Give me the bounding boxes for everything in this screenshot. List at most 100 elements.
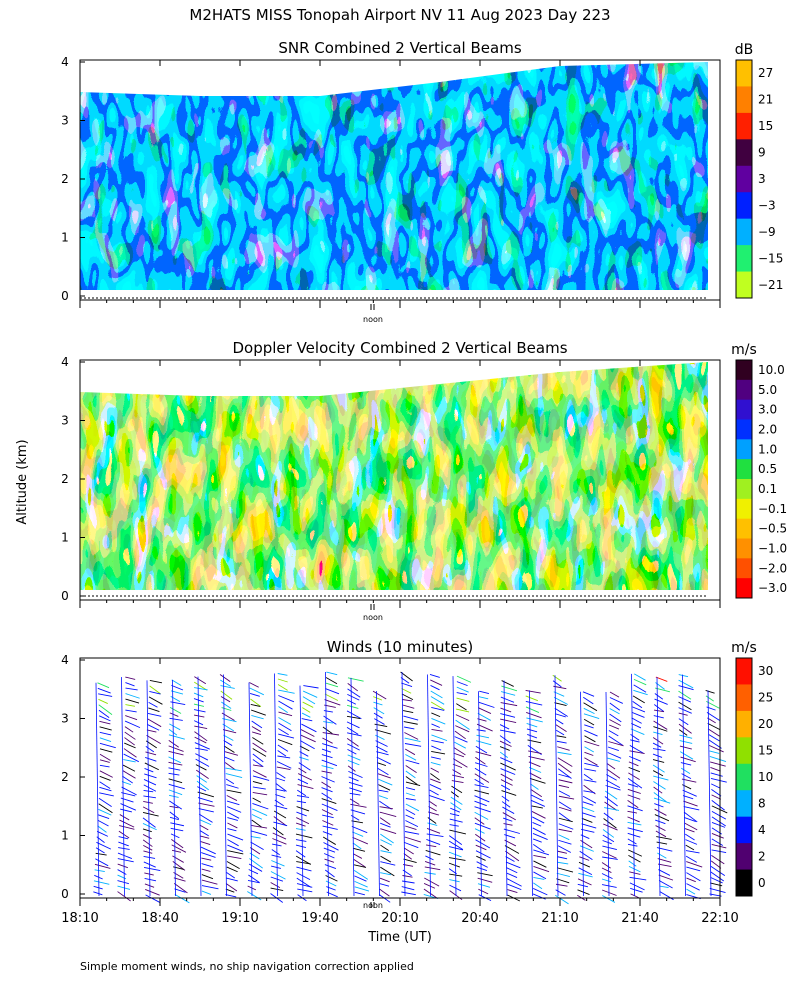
wind-barb	[349, 798, 360, 805]
wind-barb	[346, 737, 359, 747]
wind-barb	[347, 693, 360, 701]
winds-colorbar-label: 15	[758, 744, 773, 758]
wind-barb	[584, 740, 600, 747]
wind-barb	[296, 883, 313, 888]
wind-barb	[275, 794, 286, 799]
wind-barb	[454, 730, 466, 740]
doppler-colorbar-label: −0.1	[758, 502, 787, 516]
wind-barb	[276, 766, 291, 770]
wind-barb	[558, 795, 575, 800]
wind-barb	[99, 786, 112, 792]
winds-ytick-label: 0	[61, 887, 69, 901]
wind-barb	[501, 680, 514, 687]
doppler-colorbar-unit: m/s	[731, 342, 757, 358]
wind-barb	[95, 852, 107, 856]
wind-barb	[220, 690, 233, 700]
wind-barb	[686, 883, 700, 891]
doppler-ytick-label: 1	[61, 531, 69, 545]
wind-barb	[429, 674, 440, 678]
wind-barb	[428, 811, 439, 816]
wind-barb	[403, 858, 417, 864]
wind-barb	[346, 704, 359, 709]
wind-barb	[686, 877, 696, 883]
wind-barb	[323, 715, 337, 725]
doppler-x-axis	[79, 360, 721, 610]
winds-colorbar-swatch	[736, 816, 752, 844]
wind-barb-staff	[223, 674, 227, 897]
wind-barb	[654, 814, 670, 822]
doppler-colorbar-swatch	[736, 379, 752, 401]
wind-barb	[379, 877, 390, 883]
wind-barb	[375, 745, 388, 753]
wind-barb	[633, 684, 647, 693]
wind-barb	[273, 810, 287, 819]
wind-barb	[278, 711, 293, 717]
wind-barb	[577, 883, 589, 888]
wind-barb	[401, 886, 415, 891]
wind-barb	[278, 728, 289, 736]
wind-barb	[277, 684, 288, 691]
wind-barb	[501, 801, 511, 808]
wind-barb	[404, 748, 416, 756]
wind-barb	[627, 843, 638, 847]
wind-barb	[533, 888, 548, 896]
wind-barb	[601, 889, 617, 896]
wind-barb	[478, 701, 495, 708]
wind-barb	[525, 695, 539, 702]
wind-barb	[426, 839, 441, 845]
wind-barb	[500, 779, 513, 786]
wind-barb	[248, 869, 259, 875]
wind-barb	[124, 720, 141, 729]
wind-barb	[479, 690, 490, 694]
wind-barb	[96, 841, 112, 850]
wind-barb	[170, 833, 180, 839]
wind-barb	[224, 762, 236, 771]
wind-barb	[453, 758, 468, 768]
wind-barb	[321, 759, 338, 767]
wind-barb	[678, 690, 692, 700]
x-time-label: 21:10	[541, 911, 578, 926]
snr-colorbar-label: 27	[758, 66, 773, 80]
wind-barb	[652, 764, 665, 773]
wind-barb	[225, 767, 242, 772]
wind-barb	[653, 797, 671, 804]
wind-barb	[456, 708, 470, 713]
wind-barb	[710, 766, 721, 772]
wind-barb	[478, 888, 489, 895]
wind-barb	[558, 817, 573, 823]
wind-barb	[226, 789, 242, 794]
wind-barb-staff	[529, 690, 533, 897]
wind-barb	[302, 701, 314, 708]
wind-barb	[657, 858, 672, 863]
wind-barb	[627, 827, 643, 833]
wind-barb	[142, 834, 152, 840]
wind-barb	[529, 772, 542, 780]
wind-barb	[476, 729, 486, 732]
wind-barb	[558, 806, 572, 812]
wind-barb	[448, 857, 466, 861]
wind-barb	[601, 878, 612, 883]
wind-barb	[201, 863, 214, 868]
wind-barb	[149, 690, 161, 695]
wind-barb	[276, 772, 286, 779]
wind-barb	[711, 821, 726, 828]
wind-barb	[558, 834, 570, 841]
wind-barb-staff	[401, 671, 406, 897]
wind-barb	[526, 717, 543, 723]
wind-barb	[405, 809, 416, 816]
wind-barb	[222, 718, 237, 723]
wind-barb	[142, 839, 153, 847]
wind-barb	[346, 715, 361, 719]
wind-barb	[631, 722, 642, 729]
wind-barb	[709, 750, 720, 754]
wind-barb	[609, 702, 621, 711]
wind-barb	[142, 811, 159, 817]
wind-barb	[194, 731, 208, 742]
snr-field	[80, 62, 708, 290]
wind-barb	[685, 850, 700, 854]
wind-barb	[452, 769, 462, 775]
wind-barb	[557, 856, 568, 860]
wind-barb	[168, 750, 184, 756]
wind-barb	[147, 724, 160, 731]
